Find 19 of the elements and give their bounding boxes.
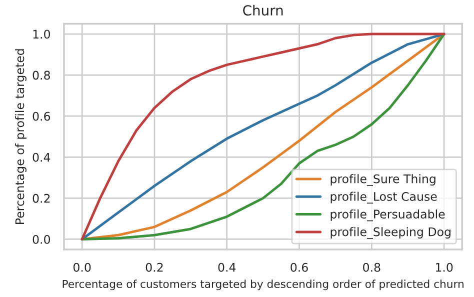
legend-label: profile_Sure Thing (330, 174, 436, 186)
x-tick-label: 0.6 (290, 262, 308, 272)
x-axis-title: Percentage of customers targeted by descending order of predicted churn (62, 280, 464, 290)
chart-title: Churn (243, 4, 283, 16)
y-axis-title: Percentage of profile targeted (15, 49, 26, 224)
x-tick-label: 0.2 (146, 262, 163, 272)
x-tick-label: 0.8 (363, 262, 380, 272)
x-tick-label: 0.4 (218, 262, 236, 272)
x-tick-label: 0.0 (73, 262, 91, 272)
legend-label: profile_Sleeping Dog (330, 227, 450, 239)
legend-label: profile_Lost Cause (330, 192, 437, 204)
legend-label: profile_Persuadable (330, 209, 445, 222)
x-tick-label: 1.0 (436, 262, 453, 272)
y-tick-label: 0.6 (32, 112, 50, 121)
y-tick-label: 0.4 (32, 152, 50, 162)
y-tick-label: 0.2 (32, 194, 50, 203)
y-tick-label: 0.0 (32, 234, 50, 244)
y-tick-label: 1.0 (33, 30, 50, 39)
y-tick-label: 0.8 (32, 70, 50, 80)
